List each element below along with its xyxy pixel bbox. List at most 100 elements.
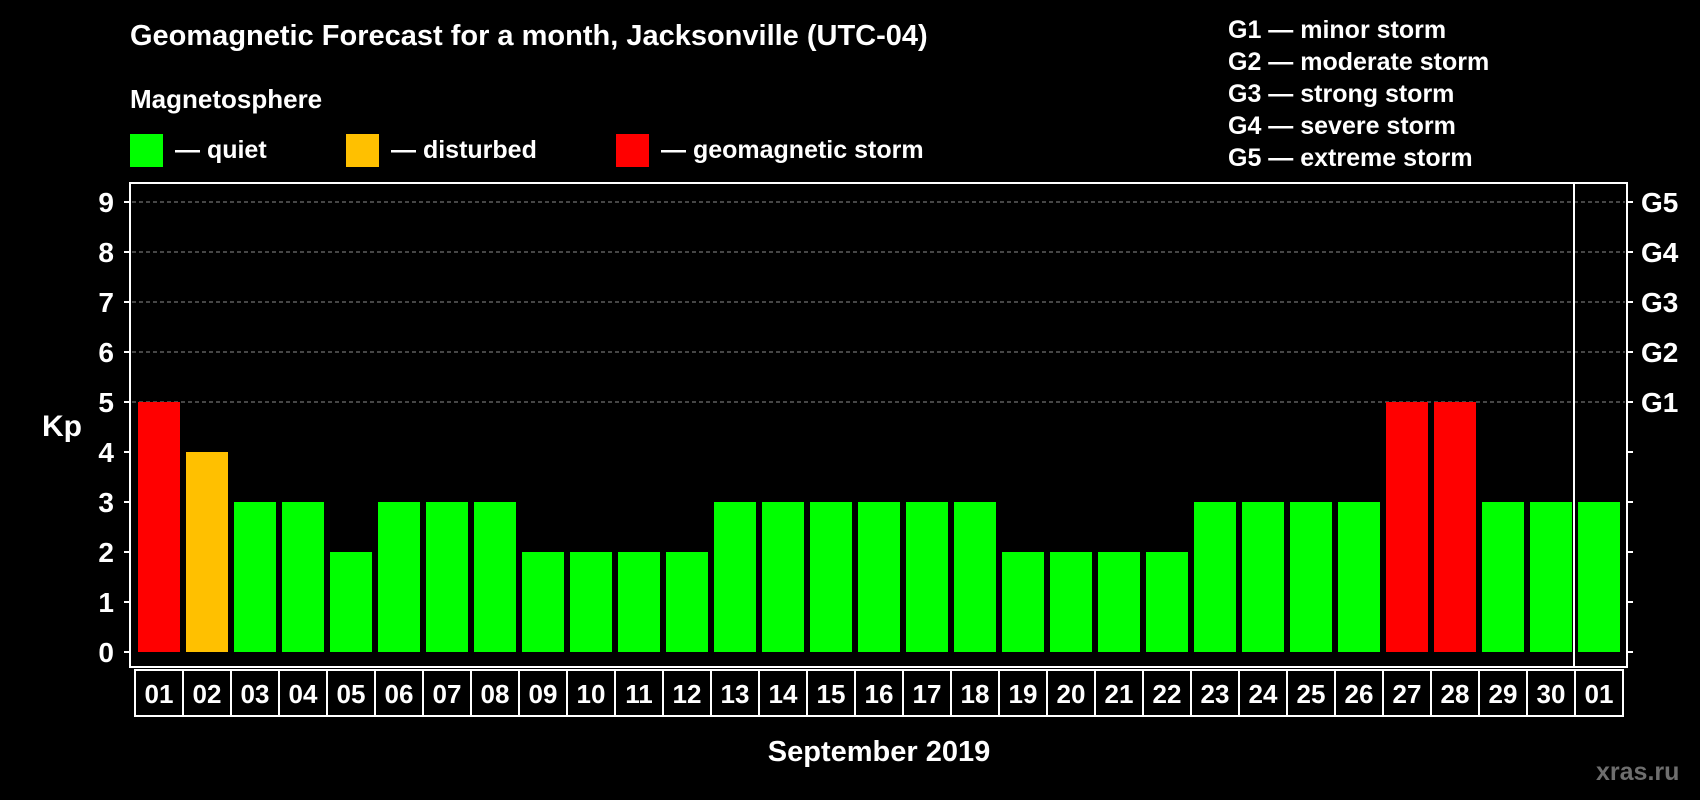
bar-day-3 xyxy=(234,502,276,652)
x-tick-label: 16 xyxy=(865,679,894,709)
x-tick-label: 15 xyxy=(817,679,846,709)
g-scale-g5: G5 — extreme storm xyxy=(1228,144,1473,172)
bar-day-27 xyxy=(1386,402,1428,652)
bar-day-18 xyxy=(954,502,996,652)
x-tick-label: 10 xyxy=(577,679,606,709)
legend-swatch-disturbed xyxy=(346,133,379,167)
x-tick-label: 22 xyxy=(1153,679,1182,709)
bar-day-13 xyxy=(714,502,756,652)
x-tick-label: 04 xyxy=(289,679,318,709)
x-tick-label: 18 xyxy=(961,679,990,709)
x-tick-label: 30 xyxy=(1537,679,1566,709)
x-tick-label: 06 xyxy=(385,679,414,709)
bar-day-24 xyxy=(1242,502,1284,652)
bar-day-7 xyxy=(426,502,468,652)
g-level-label-g4: G4 xyxy=(1641,237,1679,268)
x-tick-label: 29 xyxy=(1489,679,1518,709)
bar-day-19 xyxy=(1002,552,1044,652)
x-tick-label: 13 xyxy=(721,679,750,709)
legend-heading: Magnetosphere xyxy=(130,84,323,114)
bar-day-11 xyxy=(618,552,660,652)
x-tick-label: 26 xyxy=(1345,679,1374,709)
g-scale-g1: G1 — minor storm xyxy=(1228,16,1447,44)
bar-day-29 xyxy=(1482,502,1524,652)
bar-day-10 xyxy=(570,552,612,652)
watermark: xras.ru xyxy=(1596,758,1680,786)
x-tick-label: 08 xyxy=(481,679,510,709)
bar-day-31 xyxy=(1578,502,1620,652)
x-tick-label: 21 xyxy=(1105,679,1134,709)
legend-item-quiet: — quiet xyxy=(130,133,267,167)
bar-day-28 xyxy=(1434,402,1476,652)
g-scale-g2: G2 — moderate storm xyxy=(1228,48,1490,76)
chart-title: Geomagnetic Forecast for a month, Jackso… xyxy=(130,20,928,52)
y-tick-label: 6 xyxy=(98,337,114,368)
x-tick-label: 05 xyxy=(337,679,366,709)
x-tick-label: 17 xyxy=(913,679,942,709)
x-tick-label: 12 xyxy=(673,679,702,709)
bar-day-25 xyxy=(1290,502,1332,652)
x-tick-label: 25 xyxy=(1297,679,1326,709)
x-tick-label: 03 xyxy=(241,679,270,709)
x-tick-label: 14 xyxy=(769,679,798,709)
g-level-label-g1: G1 xyxy=(1641,387,1678,418)
x-tick-label: 02 xyxy=(193,679,222,709)
y-tick-label: 8 xyxy=(98,237,114,268)
y-tick-label: 9 xyxy=(98,187,114,218)
y-tick-label: 7 xyxy=(98,287,114,318)
g-level-label-g5: G5 xyxy=(1641,187,1678,218)
bar-day-23 xyxy=(1194,502,1236,652)
legend-label-storm: — geomagnetic storm xyxy=(661,135,924,164)
x-tick-label: 20 xyxy=(1057,679,1086,709)
legend-item-storm: — geomagnetic storm xyxy=(616,133,924,167)
legend-swatch-storm xyxy=(616,133,649,167)
y-tick-label: 5 xyxy=(98,387,114,418)
x-tick-label: 28 xyxy=(1441,679,1470,709)
y-tick-label: 3 xyxy=(98,487,114,518)
x-tick-label: 11 xyxy=(625,679,653,709)
g-scale-legend: G1 — minor storm G2 — moderate storm G3 … xyxy=(1228,14,1489,174)
bar-day-4 xyxy=(282,502,324,652)
x-tick-label: 24 xyxy=(1249,679,1278,709)
x-tick-label: 27 xyxy=(1393,679,1422,709)
legend-label-quiet: — quiet xyxy=(175,135,267,164)
g-level-label-g2: G2 xyxy=(1641,337,1678,368)
g-level-label-g3: G3 xyxy=(1641,287,1678,318)
x-axis-label: September 2019 xyxy=(767,736,991,768)
bar-day-30 xyxy=(1530,502,1572,652)
g-scale-g3: G3 — strong storm xyxy=(1228,80,1455,108)
bar-day-15 xyxy=(810,502,852,652)
bar-day-22 xyxy=(1146,552,1188,652)
y-tick-label: 4 xyxy=(98,437,114,468)
bar-day-1 xyxy=(138,402,180,652)
x-tick-label: 09 xyxy=(529,679,558,709)
legend-swatch-quiet xyxy=(130,133,163,167)
x-tick-label: 19 xyxy=(1009,679,1038,709)
bar-day-9 xyxy=(522,552,564,652)
bar-day-8 xyxy=(474,502,516,652)
g-scale-g4: G4 — severe storm xyxy=(1228,112,1456,140)
legend-item-disturbed: — disturbed xyxy=(346,133,537,167)
date-axis-frame xyxy=(134,669,1624,717)
plot-frame xyxy=(129,182,1628,668)
y-tick-label: 1 xyxy=(98,587,114,618)
y-axis-label: Kp xyxy=(42,410,82,443)
y-tick-label: 0 xyxy=(98,637,114,668)
bar-day-21 xyxy=(1098,552,1140,652)
bar-day-6 xyxy=(378,502,420,652)
bar-day-2 xyxy=(186,452,228,652)
x-tick-label: 01 xyxy=(1585,679,1614,709)
bar-day-14 xyxy=(762,502,804,652)
x-tick-label: 23 xyxy=(1201,679,1230,709)
bar-day-17 xyxy=(906,502,948,652)
bar-day-20 xyxy=(1050,552,1092,652)
bar-day-12 xyxy=(666,552,708,652)
bar-day-16 xyxy=(858,502,900,652)
bar-day-5 xyxy=(330,552,372,652)
x-tick-label: 01 xyxy=(145,679,174,709)
bar-day-26 xyxy=(1338,502,1380,652)
legend-label-disturbed: — disturbed xyxy=(391,135,537,164)
y-tick-label: 2 xyxy=(98,537,114,568)
x-tick-label: 07 xyxy=(433,679,462,709)
